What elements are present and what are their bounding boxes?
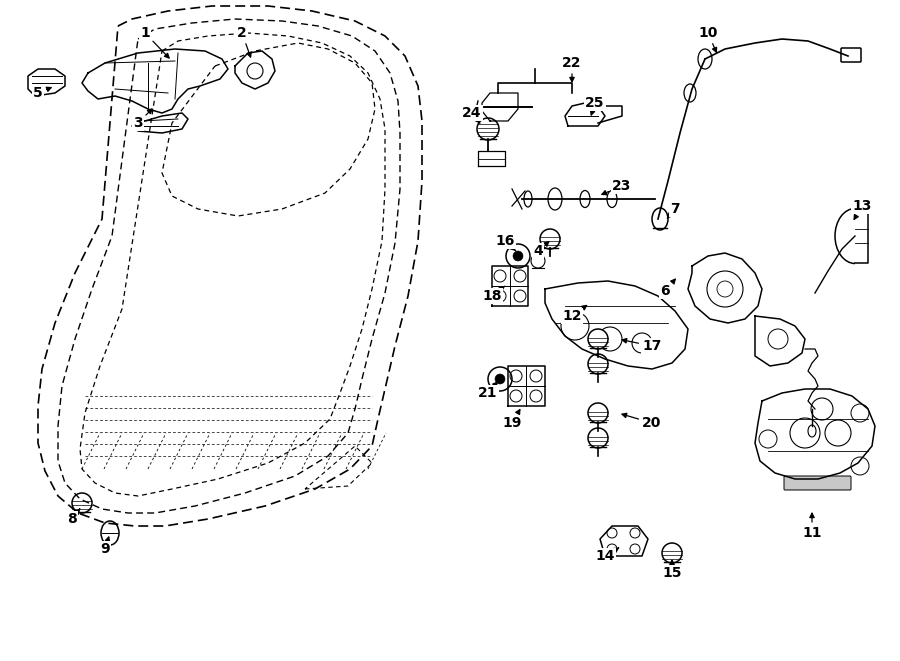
Text: 11: 11	[802, 513, 822, 540]
Text: 13: 13	[852, 199, 872, 219]
Ellipse shape	[580, 190, 590, 208]
Circle shape	[72, 493, 92, 513]
Circle shape	[662, 543, 682, 563]
Text: 2: 2	[237, 26, 251, 57]
Text: 20: 20	[622, 413, 662, 430]
Ellipse shape	[684, 84, 696, 102]
Circle shape	[588, 403, 608, 423]
Circle shape	[506, 244, 530, 268]
Circle shape	[588, 428, 608, 448]
Text: 3: 3	[133, 109, 152, 130]
Text: 17: 17	[622, 338, 662, 353]
Text: 6: 6	[661, 279, 675, 298]
Text: 1: 1	[140, 26, 169, 58]
Text: 5: 5	[33, 86, 51, 100]
Circle shape	[588, 329, 608, 349]
Circle shape	[540, 229, 560, 249]
Ellipse shape	[607, 190, 617, 208]
Text: 8: 8	[68, 509, 80, 526]
Text: 10: 10	[698, 26, 717, 52]
Text: 19: 19	[502, 410, 522, 430]
Circle shape	[488, 367, 512, 391]
Circle shape	[495, 374, 505, 384]
FancyBboxPatch shape	[784, 476, 851, 490]
Text: 15: 15	[662, 560, 682, 580]
Text: 9: 9	[100, 537, 110, 556]
Text: 7: 7	[667, 202, 680, 218]
Text: 22: 22	[562, 56, 581, 82]
Text: 25: 25	[585, 96, 605, 115]
Text: 23: 23	[602, 179, 632, 195]
Text: 21: 21	[478, 382, 498, 400]
Text: 4: 4	[533, 242, 549, 258]
Circle shape	[477, 118, 499, 140]
Ellipse shape	[698, 49, 712, 69]
Circle shape	[588, 354, 608, 374]
Ellipse shape	[524, 191, 532, 207]
Text: 16: 16	[495, 234, 516, 251]
Text: 12: 12	[562, 305, 587, 323]
Text: 18: 18	[482, 286, 505, 303]
Ellipse shape	[652, 208, 668, 230]
Text: 24: 24	[463, 106, 482, 124]
Text: 14: 14	[595, 548, 618, 563]
Circle shape	[513, 251, 523, 261]
Ellipse shape	[101, 521, 119, 545]
Ellipse shape	[548, 188, 562, 210]
Circle shape	[531, 254, 545, 268]
